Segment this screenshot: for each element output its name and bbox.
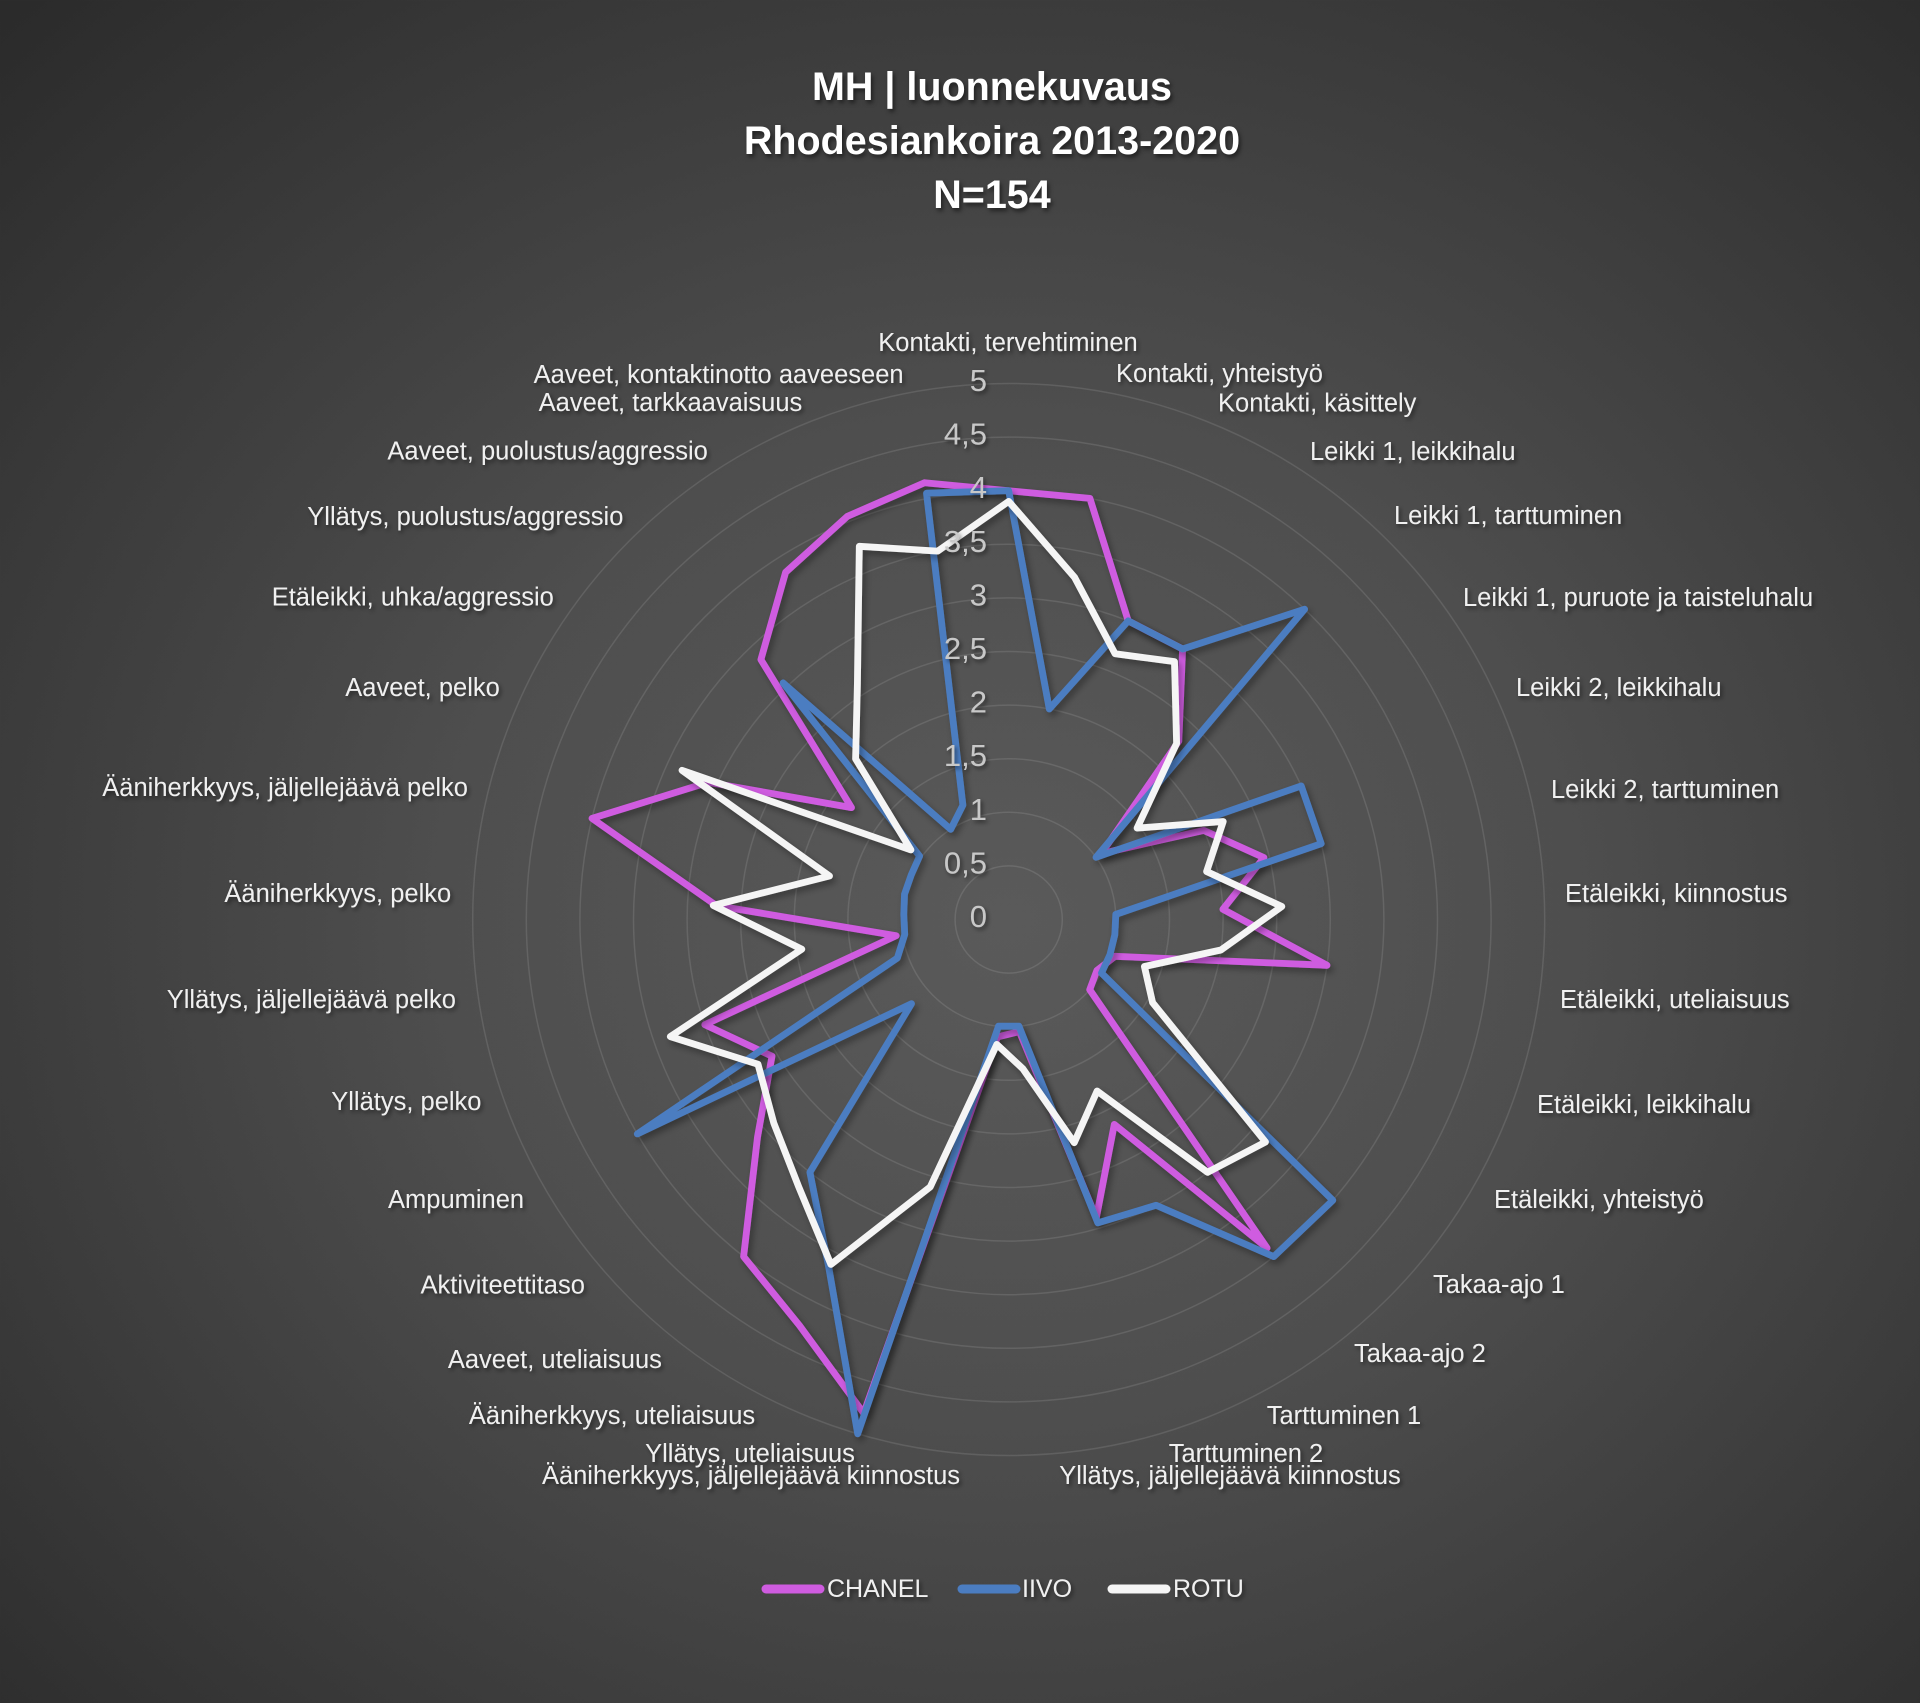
- svg-text:Leikki 1, puruote ja taisteluh: Leikki 1, puruote ja taisteluhalu: [1463, 584, 1813, 612]
- svg-text:Etäleikki, uteliaisuus: Etäleikki, uteliaisuus: [1560, 986, 1790, 1014]
- svg-text:Aaveet, kontaktinotto aaveesee: Aaveet, kontaktinotto aaveeseen: [534, 361, 904, 389]
- svg-text:3: 3: [970, 577, 987, 612]
- svg-text:Aaveet, pelko: Aaveet, pelko: [345, 674, 500, 702]
- svg-text:4,5: 4,5: [944, 417, 987, 452]
- svg-text:Etäleikki, yhteistyö: Etäleikki, yhteistyö: [1494, 1186, 1704, 1214]
- svg-text:4: 4: [970, 470, 987, 505]
- svg-text:0,5: 0,5: [944, 845, 987, 880]
- svg-text:Ääniherkkyys, uteliaisuus: Ääniherkkyys, uteliaisuus: [469, 1402, 755, 1430]
- svg-text:Tarttuminen 2: Tarttuminen 2: [1169, 1440, 1324, 1468]
- svg-text:Kontakti, tervehtiminen: Kontakti, tervehtiminen: [878, 329, 1137, 357]
- svg-text:Aaveet, tarkkaavaisuus: Aaveet, tarkkaavaisuus: [539, 389, 803, 417]
- svg-text:Leikki 2, tarttuminen: Leikki 2, tarttuminen: [1551, 776, 1779, 804]
- svg-text:Aaveet, uteliaisuus: Aaveet, uteliaisuus: [448, 1346, 662, 1374]
- svg-text:Ääniherkkyys, pelko: Ääniherkkyys, pelko: [224, 880, 451, 908]
- svg-text:Etäleikki, leikkihalu: Etäleikki, leikkihalu: [1537, 1091, 1751, 1119]
- svg-text:Ääniherkkyys, jäljellejäävä ki: Ääniherkkyys, jäljellejäävä kiinnostus: [542, 1462, 960, 1490]
- svg-text:Etäleikki, kiinnostus: Etäleikki, kiinnostus: [1565, 880, 1788, 908]
- svg-text:0: 0: [970, 899, 987, 934]
- svg-text:Aaveet, puolustus/aggressio: Aaveet, puolustus/aggressio: [387, 438, 707, 466]
- svg-text:Ääniherkkyys, jäljellejäävä pe: Ääniherkkyys, jäljellejäävä pelko: [102, 774, 468, 802]
- svg-text:Yllätys, puolustus/aggressio: Yllätys, puolustus/aggressio: [307, 503, 623, 531]
- svg-text:2: 2: [970, 685, 987, 720]
- svg-text:CHANEL: CHANEL: [827, 1575, 929, 1603]
- svg-text:3,5: 3,5: [944, 524, 987, 559]
- svg-text:Yllätys, pelko: Yllätys, pelko: [331, 1088, 481, 1116]
- svg-text:Yllätys, jäljellejäävä pelko: Yllätys, jäljellejäävä pelko: [167, 986, 456, 1014]
- svg-text:Yllätys, uteliaisuus: Yllätys, uteliaisuus: [645, 1440, 855, 1468]
- svg-text:Aktiviteettitaso: Aktiviteettitaso: [420, 1272, 584, 1300]
- svg-text:5: 5: [970, 363, 987, 398]
- svg-text:Kontakti, käsittely: Kontakti, käsittely: [1218, 390, 1417, 418]
- svg-text:ROTU: ROTU: [1173, 1575, 1244, 1603]
- svg-text:1,5: 1,5: [944, 738, 987, 773]
- svg-text:Takaa-ajo 2: Takaa-ajo 2: [1354, 1340, 1486, 1368]
- svg-text:Takaa-ajo 1: Takaa-ajo 1: [1433, 1271, 1565, 1299]
- svg-text:Leikki 2, leikkihalu: Leikki 2, leikkihalu: [1516, 674, 1722, 702]
- svg-text:Leikki 1, tarttuminen: Leikki 1, tarttuminen: [1394, 502, 1622, 530]
- svg-text:Etäleikki, uhka/aggressio: Etäleikki, uhka/aggressio: [272, 583, 554, 611]
- svg-text:2,5: 2,5: [944, 631, 987, 666]
- svg-text:Kontakti, yhteistyö: Kontakti, yhteistyö: [1116, 360, 1323, 388]
- svg-text:Yllätys, jäljellejäävä kiinnos: Yllätys, jäljellejäävä kiinnostus: [1059, 1462, 1401, 1490]
- svg-text:1: 1: [970, 792, 987, 827]
- svg-text:Leikki 1, leikkihalu: Leikki 1, leikkihalu: [1310, 438, 1516, 466]
- svg-text:Tarttuminen 1: Tarttuminen 1: [1267, 1402, 1422, 1430]
- svg-text:IIVO: IIVO: [1022, 1575, 1072, 1603]
- svg-text:Ampuminen: Ampuminen: [388, 1186, 524, 1214]
